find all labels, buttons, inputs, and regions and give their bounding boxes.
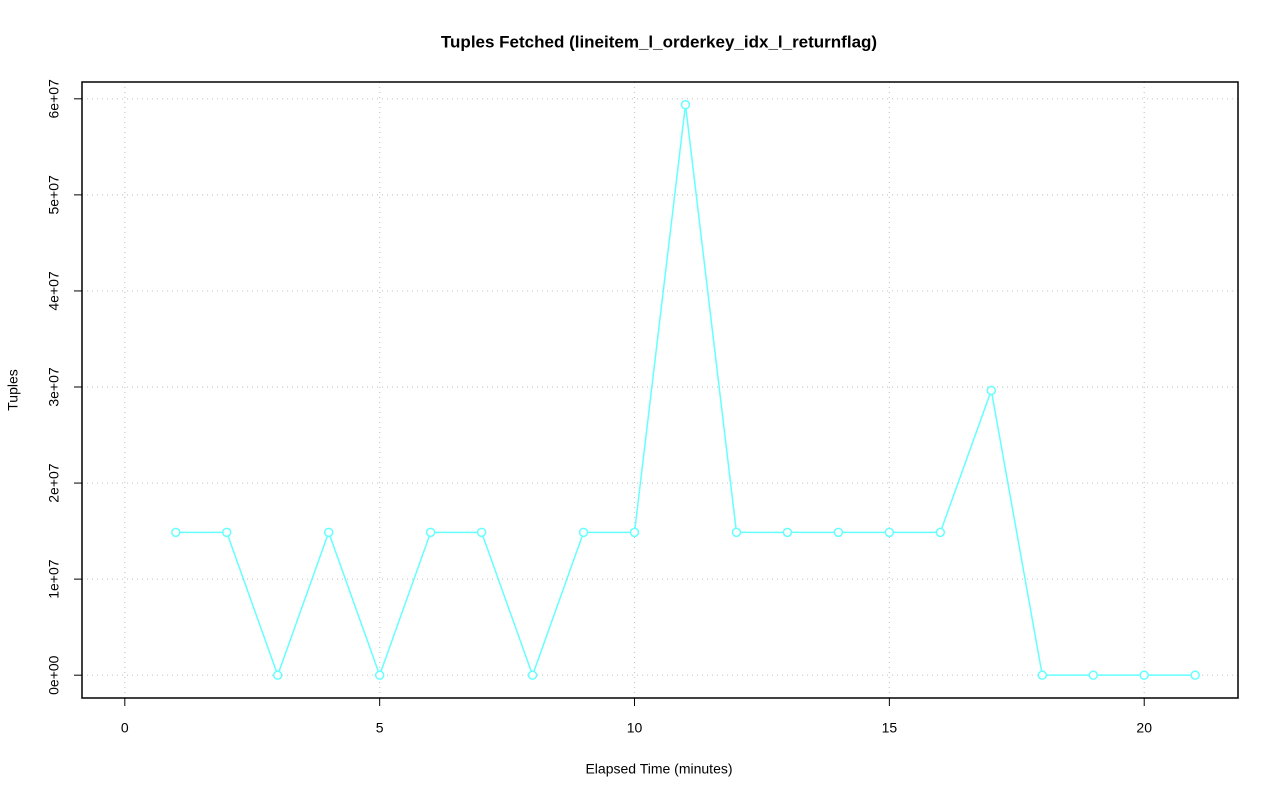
data-point bbox=[476, 527, 487, 538]
y-tick-label: 4e+07 bbox=[46, 271, 62, 311]
data-point bbox=[1037, 670, 1048, 680]
data-point bbox=[425, 527, 436, 538]
y-tick-label: 5e+07 bbox=[46, 175, 62, 215]
plot-frame bbox=[81, 81, 1239, 699]
x-axis-label: Elapsed Time (minutes) bbox=[585, 761, 732, 777]
data-point bbox=[680, 100, 691, 110]
x-tick-label: 5 bbox=[376, 720, 384, 736]
data-point bbox=[527, 670, 538, 680]
data-point bbox=[222, 527, 232, 538]
y-axis-label: Tuples bbox=[5, 369, 21, 411]
x-tick-label: 15 bbox=[882, 720, 898, 736]
data-point bbox=[578, 527, 589, 538]
x-tick-label: 10 bbox=[627, 720, 643, 736]
data-point bbox=[782, 527, 793, 538]
data-point bbox=[323, 527, 334, 538]
y-tick-label: 0e+00 bbox=[46, 655, 62, 695]
data-point bbox=[833, 527, 844, 538]
data-point bbox=[884, 527, 895, 538]
data-point bbox=[1139, 670, 1149, 680]
x-tick-label: 20 bbox=[1136, 720, 1152, 736]
y-tick-label: 1e+07 bbox=[46, 559, 62, 599]
data-point bbox=[1190, 670, 1200, 680]
chart-title: Tuples Fetched (lineitem_l_orderkey_idx_… bbox=[441, 32, 877, 51]
data-point bbox=[629, 527, 640, 538]
data-point bbox=[272, 670, 283, 680]
data-point bbox=[731, 527, 742, 538]
x-tick-label: 0 bbox=[121, 720, 129, 736]
series-line bbox=[175, 104, 1196, 678]
data-point bbox=[986, 385, 997, 396]
data-point bbox=[171, 527, 181, 538]
data-point bbox=[935, 527, 946, 538]
data-point bbox=[374, 670, 385, 680]
y-tick-label: 2e+07 bbox=[46, 463, 62, 503]
data-point bbox=[1088, 670, 1098, 680]
y-tick-label: 3e+07 bbox=[46, 367, 62, 407]
y-tick-label: 6e+07 bbox=[46, 79, 62, 119]
